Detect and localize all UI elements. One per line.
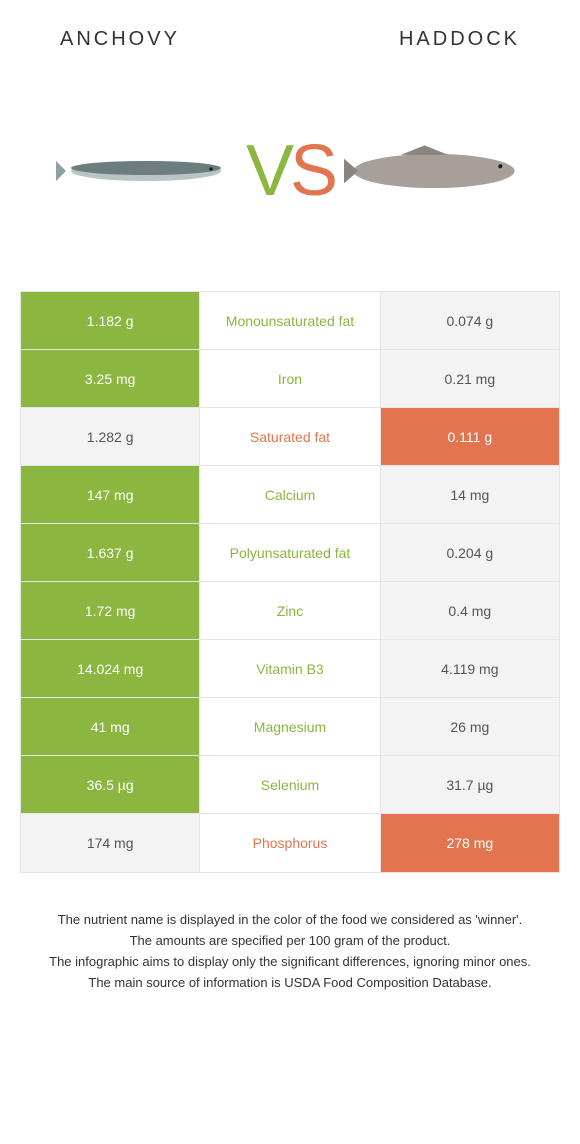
right-value-cell: 0.204 g bbox=[380, 524, 559, 581]
right-food-title: Haddock bbox=[399, 28, 520, 51]
right-value-cell: 4.119 mg bbox=[380, 640, 559, 697]
table-row: 3.25 mgIron0.21 mg bbox=[21, 350, 559, 408]
nutrient-label-cell: Calcium bbox=[200, 466, 379, 523]
vs-illustration-area: VS bbox=[0, 61, 580, 291]
right-value-cell: 14 mg bbox=[380, 466, 559, 523]
vs-s: S bbox=[290, 131, 334, 211]
table-row: 147 mgCalcium14 mg bbox=[21, 466, 559, 524]
right-value-cell: 0.4 mg bbox=[380, 582, 559, 639]
left-value-cell: 3.25 mg bbox=[21, 350, 200, 407]
table-row: 14.024 mgVitamin B34.119 mg bbox=[21, 640, 559, 698]
footnote-line: The nutrient name is displayed in the co… bbox=[30, 911, 550, 930]
left-value-cell: 1.282 g bbox=[21, 408, 200, 465]
footnote-line: The main source of information is USDA F… bbox=[30, 974, 550, 993]
table-row: 36.5 µgSelenium31.7 µg bbox=[21, 756, 559, 814]
table-row: 1.182 gMonounsaturated fat0.074 g bbox=[21, 292, 559, 350]
nutrient-label-cell: Selenium bbox=[200, 756, 379, 813]
haddock-illustration bbox=[344, 136, 524, 206]
right-value-cell: 0.074 g bbox=[380, 292, 559, 349]
left-value-cell: 36.5 µg bbox=[21, 756, 200, 813]
footnotes: The nutrient name is displayed in the co… bbox=[30, 911, 550, 992]
left-food-title: Anchovy bbox=[60, 28, 180, 51]
left-value-cell: 1.637 g bbox=[21, 524, 200, 581]
table-row: 1.637 gPolyunsaturated fat0.204 g bbox=[21, 524, 559, 582]
comparison-header: Anchovy Haddock bbox=[0, 0, 580, 61]
left-value-cell: 1.72 mg bbox=[21, 582, 200, 639]
footnote-line: The amounts are specified per 100 gram o… bbox=[30, 932, 550, 951]
table-row: 1.282 gSaturated fat0.111 g bbox=[21, 408, 559, 466]
table-row: 41 mgMagnesium26 mg bbox=[21, 698, 559, 756]
nutrient-label-cell: Magnesium bbox=[200, 698, 379, 755]
footnote-line: The infographic aims to display only the… bbox=[30, 953, 550, 972]
nutrient-label-cell: Phosphorus bbox=[200, 814, 379, 872]
anchovy-illustration bbox=[56, 141, 236, 201]
vs-label: VS bbox=[246, 135, 334, 207]
left-value-cell: 147 mg bbox=[21, 466, 200, 523]
right-value-cell: 31.7 µg bbox=[380, 756, 559, 813]
right-value-cell: 278 mg bbox=[380, 814, 559, 872]
nutrient-label-cell: Saturated fat bbox=[200, 408, 379, 465]
left-value-cell: 174 mg bbox=[21, 814, 200, 872]
left-value-cell: 41 mg bbox=[21, 698, 200, 755]
nutrient-label-cell: Zinc bbox=[200, 582, 379, 639]
nutrient-label-cell: Polyunsaturated fat bbox=[200, 524, 379, 581]
right-value-cell: 26 mg bbox=[380, 698, 559, 755]
left-value-cell: 14.024 mg bbox=[21, 640, 200, 697]
left-value-cell: 1.182 g bbox=[21, 292, 200, 349]
right-value-cell: 0.111 g bbox=[380, 408, 559, 465]
table-row: 1.72 mgZinc0.4 mg bbox=[21, 582, 559, 640]
nutrient-comparison-table: 1.182 gMonounsaturated fat0.074 g3.25 mg… bbox=[20, 291, 560, 873]
table-row: 174 mgPhosphorus278 mg bbox=[21, 814, 559, 872]
nutrient-label-cell: Vitamin B3 bbox=[200, 640, 379, 697]
nutrient-label-cell: Monounsaturated fat bbox=[200, 292, 379, 349]
vs-v: V bbox=[246, 131, 290, 211]
nutrient-label-cell: Iron bbox=[200, 350, 379, 407]
right-value-cell: 0.21 mg bbox=[380, 350, 559, 407]
